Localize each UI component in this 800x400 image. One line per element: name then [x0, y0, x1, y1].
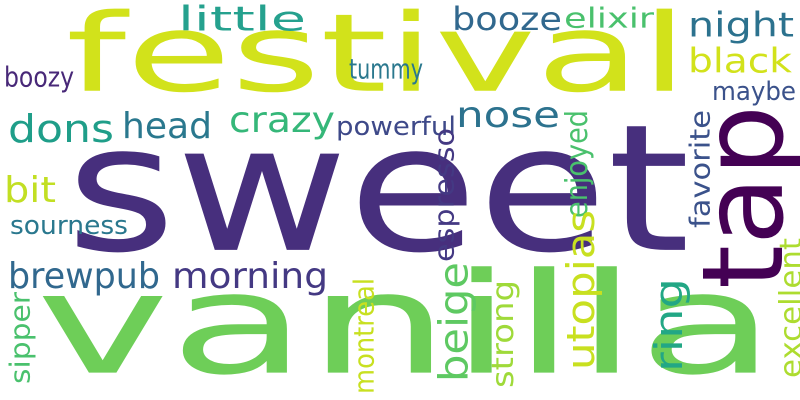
word-booze: booze	[452, 0, 562, 38]
word-beige: beige	[430, 262, 478, 382]
word-enjoyed: enjoyed	[559, 110, 595, 218]
word-boozy: boozy	[4, 60, 74, 94]
word-sipper: sipper	[3, 292, 37, 384]
word-elixir: elixir	[564, 1, 654, 35]
word-brewpub: brewpub	[8, 254, 160, 297]
word-espresso: espresso	[427, 128, 461, 262]
word-powerful: powerful	[336, 110, 456, 142]
word-head: head	[122, 104, 212, 147]
word-bit: bit	[4, 168, 56, 211]
word-nose: nose	[456, 93, 560, 136]
word-sourness: sourness	[10, 209, 128, 241]
word-tummy: tummy	[349, 52, 423, 86]
word-vanilla: vanilla	[36, 242, 776, 400]
word-morning: morning	[172, 254, 328, 297]
word-strong: strong	[485, 280, 521, 388]
word-dons: dons	[8, 106, 114, 152]
word-utopias: utopias	[558, 210, 604, 370]
word-black: black	[688, 40, 792, 81]
word-sweet: sweet	[66, 86, 690, 293]
word-festival: festival	[66, 0, 688, 117]
word-maybe: maybe	[712, 75, 796, 107]
word-night: night	[688, 4, 794, 45]
word-ring: ring	[646, 278, 692, 372]
word-crazy: crazy	[229, 98, 335, 141]
word-montreal: montreal	[347, 278, 381, 394]
word-excellent: excellent	[773, 238, 800, 378]
word-little: little	[178, 0, 306, 39]
word-favorite: favorite	[683, 110, 717, 228]
